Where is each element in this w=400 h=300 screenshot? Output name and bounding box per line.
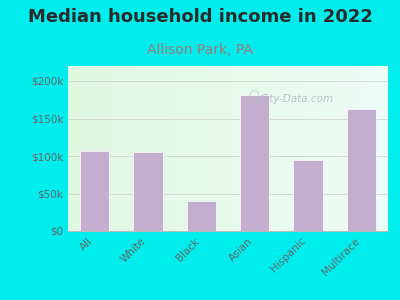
Text: Allison Park, PA: Allison Park, PA [147, 44, 253, 58]
Bar [347, 109, 376, 231]
Bar [293, 160, 323, 231]
Bar [133, 152, 163, 231]
Bar [187, 201, 216, 231]
Bar [240, 95, 269, 231]
Text: ○: ○ [249, 89, 260, 102]
Text: City-Data.com: City-Data.com [260, 94, 334, 104]
Text: Median household income in 2022: Median household income in 2022 [28, 8, 372, 26]
Bar [80, 151, 109, 231]
